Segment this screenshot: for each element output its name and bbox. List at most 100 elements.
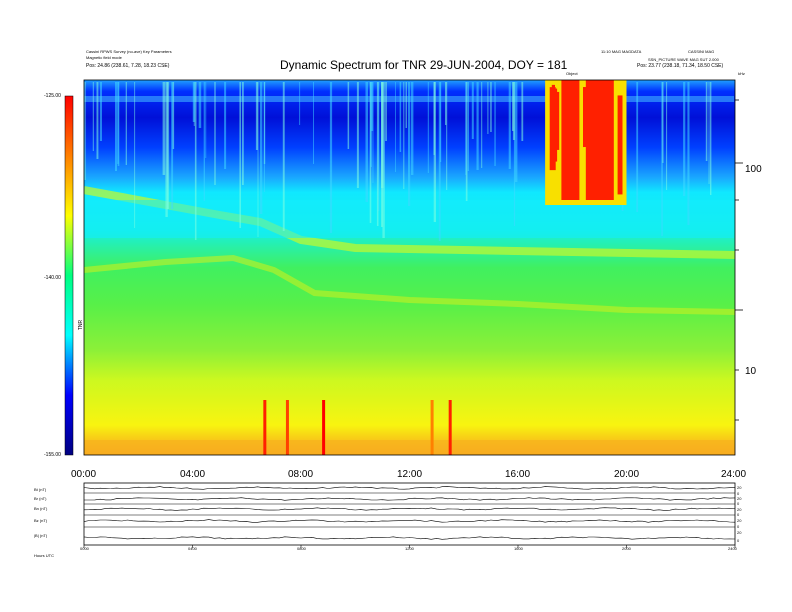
spectrum-streak bbox=[513, 82, 516, 226]
spectrum-streak bbox=[446, 82, 448, 190]
spectrum-streak bbox=[512, 82, 514, 131]
spectrum-streak bbox=[487, 82, 489, 134]
spectrum-streak bbox=[399, 82, 402, 152]
spectrum-streak bbox=[445, 82, 447, 125]
header-right-line1: 11:10 MAG MAGDATA bbox=[601, 49, 642, 54]
spectrum-streak bbox=[99, 82, 102, 141]
spectrum-streak bbox=[666, 82, 668, 190]
spectrum-streak bbox=[708, 82, 710, 184]
spectrum-streak bbox=[687, 82, 690, 225]
spectrum-streak bbox=[395, 82, 396, 172]
event-spike bbox=[448, 400, 452, 455]
x-tick-label-1200: 12:00 bbox=[397, 469, 423, 480]
panel-label-4: Bz (nT) bbox=[34, 518, 48, 523]
spectrum-streak bbox=[255, 82, 258, 150]
spectrum-streak bbox=[329, 82, 333, 233]
spectrum-streak bbox=[194, 82, 197, 240]
colorbar bbox=[64, 95, 74, 456]
spectrum-streak bbox=[512, 82, 515, 140]
event-burst-core bbox=[585, 80, 614, 200]
spectrum-streak bbox=[376, 82, 379, 226]
header-left-line2: Magnetic field mode bbox=[86, 55, 122, 60]
panel-trace bbox=[84, 497, 736, 501]
panel-trace bbox=[83, 536, 736, 540]
chart-title: Dynamic Spectrum for TNR 29-JUN-2004, DO… bbox=[280, 58, 568, 72]
spectrum-streak bbox=[84, 82, 86, 180]
colorbar-label: TNR bbox=[78, 319, 85, 331]
event-burst-streak bbox=[553, 91, 560, 150]
spectrum-streak bbox=[224, 82, 227, 169]
spectrum-streak bbox=[205, 82, 207, 158]
spectrum-streak bbox=[481, 82, 483, 168]
spectrum-streak bbox=[125, 82, 127, 165]
spectrum-streak bbox=[411, 82, 414, 175]
spectrum-streak bbox=[381, 82, 384, 188]
spectrum-streak bbox=[521, 82, 524, 141]
panel-right-tick-4b: 0 bbox=[737, 524, 740, 529]
y-tick-label-100: 100 bbox=[745, 164, 762, 175]
spectrum-streak bbox=[257, 82, 259, 237]
panel-trace bbox=[83, 486, 735, 490]
cyan-band-overlay bbox=[84, 200, 734, 238]
spectrum-streak bbox=[433, 82, 435, 155]
panel-x-tick-0800: 0800 bbox=[297, 546, 306, 551]
panel-right-tick-4a: 20 bbox=[737, 518, 742, 523]
spectrum-streak bbox=[192, 82, 196, 122]
event-burst-core bbox=[561, 80, 580, 200]
line-panels bbox=[83, 482, 736, 548]
spectrum-streak bbox=[214, 82, 216, 185]
panel-x-tick-1600: 1600 bbox=[514, 546, 523, 551]
spectrum-streak bbox=[515, 82, 518, 182]
band-boundary-lower bbox=[84, 254, 735, 315]
panel-trace bbox=[83, 507, 736, 511]
spectrum-streak bbox=[239, 82, 241, 228]
spectrum-streak bbox=[705, 82, 708, 161]
spectrum-streak bbox=[263, 82, 265, 192]
spectrum-streak bbox=[92, 82, 94, 151]
unit-label: kHz bbox=[738, 71, 745, 76]
spectrum-streak bbox=[165, 82, 168, 217]
header-left-pos-value: 24.86 (238.61, 7.28, 18.23 CSE) bbox=[97, 63, 170, 69]
event-label: Object bbox=[566, 71, 578, 76]
spectrum-streak bbox=[96, 82, 99, 159]
event-burst-streak bbox=[551, 84, 555, 151]
panel-label-3: Bn (nT) bbox=[34, 506, 48, 511]
event-layer bbox=[263, 80, 627, 455]
x-tick-label-0000: 00:00 bbox=[71, 469, 97, 480]
spectrum-streak bbox=[117, 82, 119, 164]
spectrum-streak bbox=[471, 82, 474, 139]
spectrum-streak bbox=[260, 82, 263, 214]
panel-label-2: Br (nT) bbox=[34, 496, 47, 501]
y-tick-label-10: 10 bbox=[745, 366, 757, 377]
spectrum-streak bbox=[377, 82, 380, 211]
spectrum-streak bbox=[408, 82, 411, 206]
spectrum-streak bbox=[508, 82, 511, 169]
panel-right-tick-1b: 0 bbox=[737, 491, 740, 496]
spectrum-streak bbox=[710, 82, 712, 195]
spectrum-streak bbox=[171, 82, 174, 209]
spectrum-streak bbox=[134, 82, 136, 228]
spectrum-streak bbox=[162, 82, 166, 175]
spectrum-streak bbox=[476, 82, 479, 170]
panel-footer-label: Hours UTC bbox=[34, 553, 55, 558]
panel-right-tick-2a: 20 bbox=[737, 496, 742, 501]
header-right-line3: SSN_PICTURE WAVE MAG SUT 2.000 bbox=[648, 57, 719, 62]
spectrum-streak bbox=[382, 82, 385, 238]
spectrum-streak bbox=[636, 82, 639, 212]
spectrum-streak bbox=[282, 82, 285, 231]
spectrum-streak bbox=[490, 82, 492, 132]
header-right-pos-value: 23.77 (238.18, 71.34, 18.50 CSE) bbox=[648, 63, 724, 69]
panel-x-tick-2400: 2400 bbox=[728, 546, 737, 551]
colorbar-tick-min: -155.00 bbox=[44, 452, 61, 458]
header-left-pos: Pos: 24.86 (238.61, 7.28, 18.23 CSE) bbox=[86, 63, 169, 69]
right-axis-ticks bbox=[735, 99, 743, 421]
plot-frame bbox=[83, 79, 736, 456]
x-tick-label-0800: 08:00 bbox=[288, 469, 314, 480]
panel-trace bbox=[83, 519, 736, 523]
spectrum-streak bbox=[365, 82, 368, 202]
spectrum-streak bbox=[203, 82, 205, 201]
spectrum-plot bbox=[84, 80, 735, 455]
colorbar-tick-max: -125.00 bbox=[44, 93, 61, 99]
spectrum-streak bbox=[662, 82, 664, 163]
